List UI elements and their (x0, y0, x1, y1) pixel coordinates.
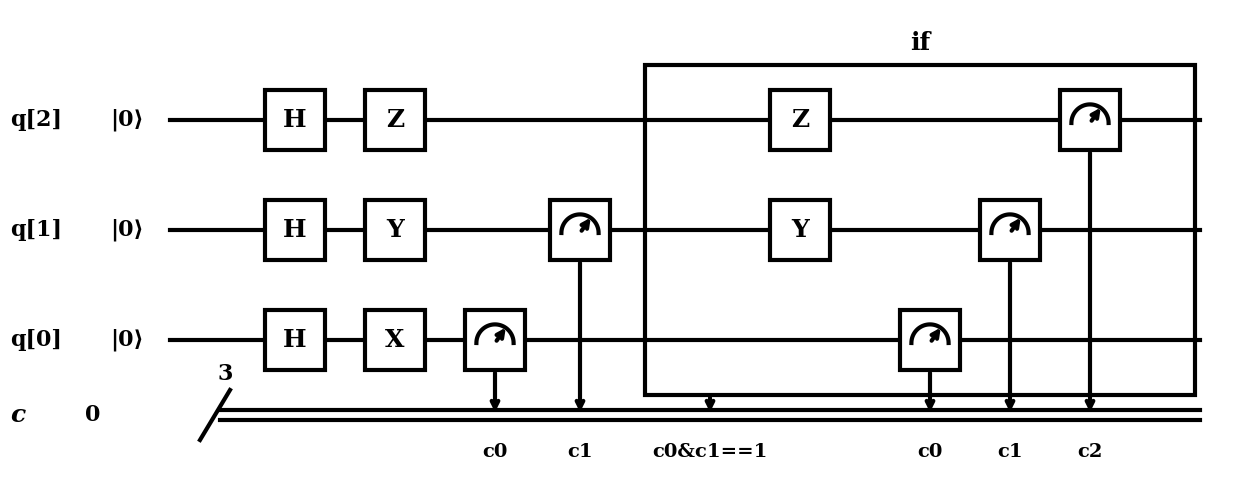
Text: if: if (910, 31, 930, 55)
Bar (265, 200, 325, 260)
Bar (551, 200, 610, 260)
Bar (645, 65, 1195, 395)
Text: c0: c0 (482, 443, 507, 461)
Bar (1060, 90, 1120, 150)
Bar (770, 200, 830, 260)
Text: |0⟩: |0⟩ (110, 329, 144, 351)
Text: q[1]: q[1] (10, 219, 62, 241)
Text: q[2]: q[2] (10, 109, 62, 131)
Text: X: X (386, 328, 404, 352)
Text: |0⟩: |0⟩ (110, 109, 144, 131)
Text: 3: 3 (217, 363, 233, 385)
Text: Y: Y (386, 218, 404, 242)
Bar (980, 200, 1040, 260)
Text: c0&c1==1: c0&c1==1 (652, 443, 768, 461)
Bar (365, 90, 425, 150)
Text: q[0]: q[0] (10, 329, 62, 351)
Bar (365, 310, 425, 370)
Text: c1: c1 (567, 443, 593, 461)
Text: c2: c2 (1078, 443, 1102, 461)
Bar (265, 310, 325, 370)
Bar (900, 310, 960, 370)
Text: H: H (283, 328, 306, 352)
Text: 0: 0 (86, 404, 100, 426)
Text: c1: c1 (997, 443, 1023, 461)
Text: c: c (10, 403, 25, 427)
Text: Z: Z (791, 108, 808, 132)
Text: H: H (283, 108, 306, 132)
Text: |0⟩: |0⟩ (110, 219, 144, 241)
Bar (365, 200, 425, 260)
Bar (265, 90, 325, 150)
Bar (465, 310, 525, 370)
Text: Y: Y (791, 218, 808, 242)
Bar (770, 90, 830, 150)
Text: Z: Z (386, 108, 404, 132)
Text: H: H (283, 218, 306, 242)
Text: c0: c0 (918, 443, 942, 461)
